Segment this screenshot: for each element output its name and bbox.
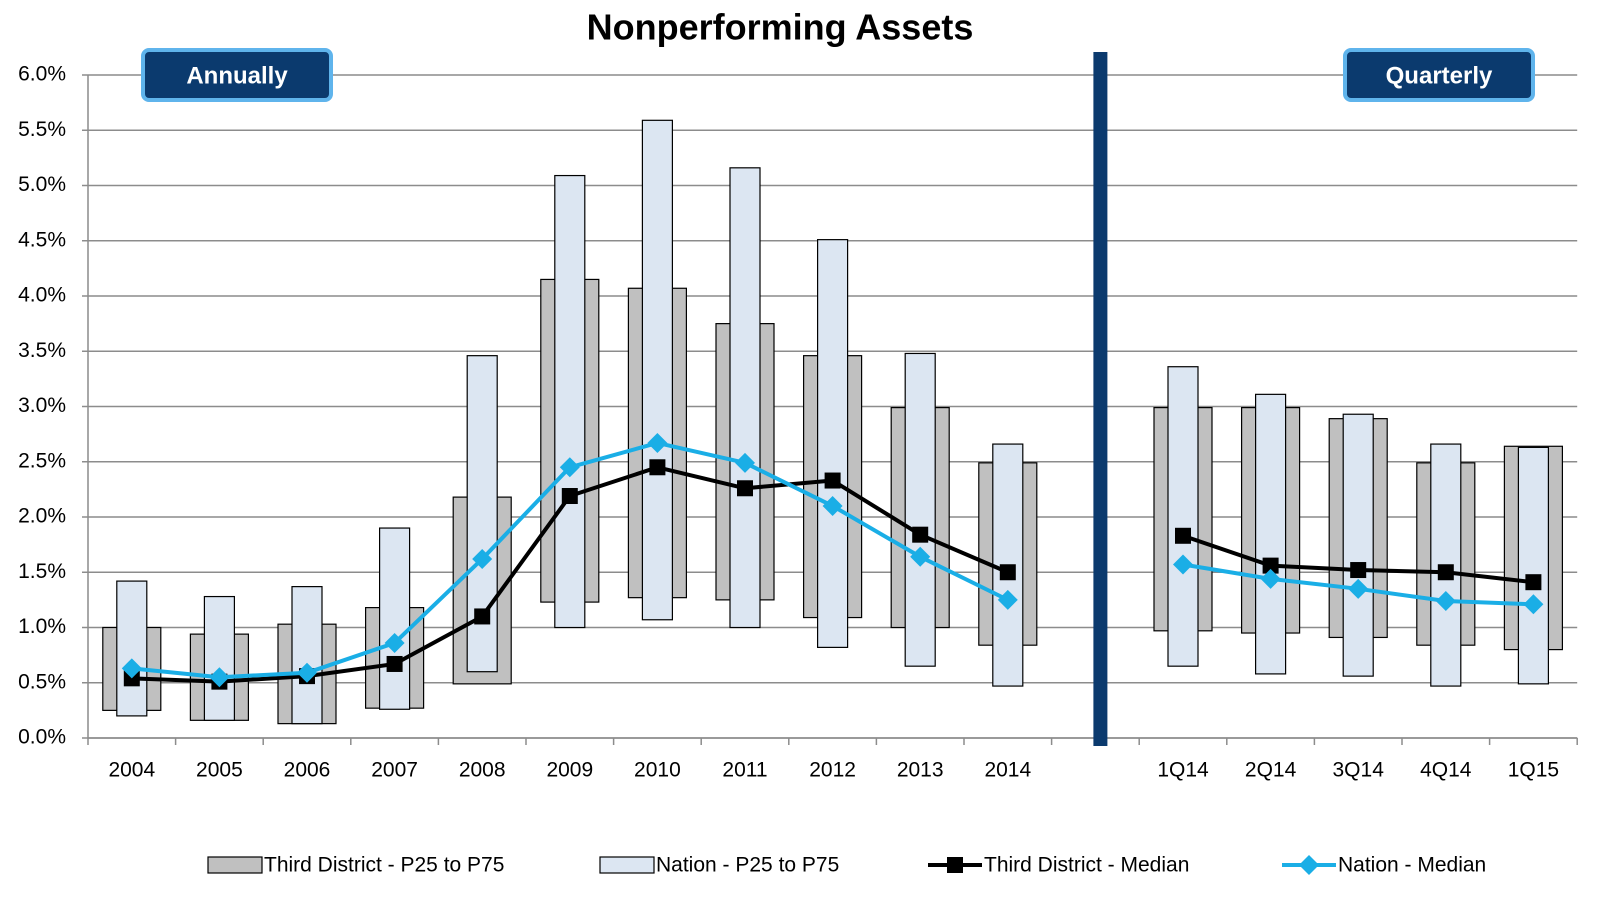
- y-tick-label: 5.5%: [18, 118, 66, 141]
- annotation: Quarterly: [1386, 62, 1493, 89]
- y-tick-label: 2.5%: [18, 449, 66, 472]
- range-bar: [816, 239, 849, 648]
- marker: [1348, 578, 1369, 599]
- y-tick-label: 6.0%: [18, 63, 66, 86]
- range-bar: [904, 352, 936, 667]
- y-tick-label: 3.0%: [18, 394, 66, 417]
- y-tick-label: 0.0%: [18, 726, 66, 749]
- x-tick-label: 2005: [196, 759, 243, 782]
- marker: [559, 457, 580, 478]
- marker: [1437, 564, 1454, 581]
- x-tick-label: 1Q14: [1157, 759, 1209, 782]
- range-bar: [1517, 446, 1550, 685]
- x-tick-label: 2006: [284, 759, 331, 782]
- marker: [912, 526, 929, 543]
- marker: [999, 564, 1016, 581]
- range-bar: [1342, 413, 1374, 677]
- marker: [1350, 562, 1367, 579]
- marker: [1299, 855, 1319, 875]
- y-tick-label: 5.0%: [18, 173, 66, 196]
- marker: [121, 658, 142, 679]
- x-tick-label: 2011: [722, 759, 767, 782]
- range-bar: [1167, 366, 1199, 667]
- legend-label: Third District - P25 to P75: [264, 854, 504, 877]
- range-bar: [729, 167, 761, 629]
- y-tick-label: 2.0%: [18, 505, 66, 528]
- range-bar: [291, 586, 323, 725]
- chart-title: Nonperforming Assets: [587, 7, 974, 48]
- marker: [297, 662, 317, 683]
- marker: [561, 488, 578, 505]
- legend-label: Nation - P25 to P75: [656, 854, 839, 877]
- marker: [1173, 554, 1193, 575]
- marker: [384, 632, 405, 653]
- marker: [1523, 594, 1544, 615]
- y-tick-label: 1.0%: [18, 615, 66, 638]
- marker: [647, 432, 668, 453]
- marker: [735, 452, 755, 473]
- range-bar: [554, 174, 586, 629]
- x-tick-label: 1Q15: [1508, 759, 1559, 782]
- range-bar: [379, 527, 411, 710]
- marker: [822, 495, 843, 516]
- x-tick-label: 2010: [634, 759, 681, 782]
- marker: [1525, 574, 1542, 591]
- annotation: Annually: [186, 62, 288, 89]
- legend-swatch: [207, 856, 263, 874]
- x-tick-label: 2014: [984, 759, 1031, 782]
- marker: [472, 548, 493, 569]
- marker: [824, 472, 841, 489]
- x-tick-label: 2Q14: [1245, 759, 1297, 782]
- marker: [1175, 527, 1191, 544]
- annotation-badge: [1343, 48, 1535, 102]
- marker: [649, 459, 666, 476]
- x-tick-label: 4Q14: [1420, 759, 1472, 782]
- y-tick-label: 1.5%: [18, 560, 66, 583]
- legend-label: Third District - Median: [984, 854, 1189, 877]
- range-bar: [1254, 393, 1287, 675]
- x-tick-label: 2007: [371, 759, 418, 782]
- marker: [1262, 557, 1279, 574]
- marker: [474, 608, 491, 625]
- legend-swatch: [599, 856, 655, 874]
- marker: [737, 480, 753, 497]
- legend-label: Nation - Median: [1338, 854, 1486, 877]
- range-bar: [203, 595, 235, 721]
- marker: [947, 857, 963, 873]
- y-tick-label: 0.5%: [18, 670, 66, 693]
- range-bar: [116, 580, 148, 717]
- y-tick-label: 3.5%: [18, 339, 66, 362]
- marker: [910, 546, 931, 567]
- x-tick-label: 2004: [108, 759, 155, 782]
- marker: [209, 667, 230, 688]
- x-tick-label: 2012: [809, 759, 856, 782]
- x-tick-label: 2013: [897, 759, 944, 782]
- annotation-badge: [141, 48, 333, 102]
- x-tick-label: 2008: [459, 759, 506, 782]
- range-bar: [641, 119, 674, 621]
- x-tick-label: 2009: [546, 759, 593, 782]
- marker: [386, 655, 403, 672]
- x-tick-label: 3Q14: [1333, 759, 1385, 782]
- marker: [1435, 590, 1456, 611]
- y-tick-label: 4.5%: [18, 228, 66, 251]
- y-tick-label: 4.0%: [18, 284, 66, 307]
- marker: [1260, 568, 1281, 589]
- marker: [997, 589, 1018, 610]
